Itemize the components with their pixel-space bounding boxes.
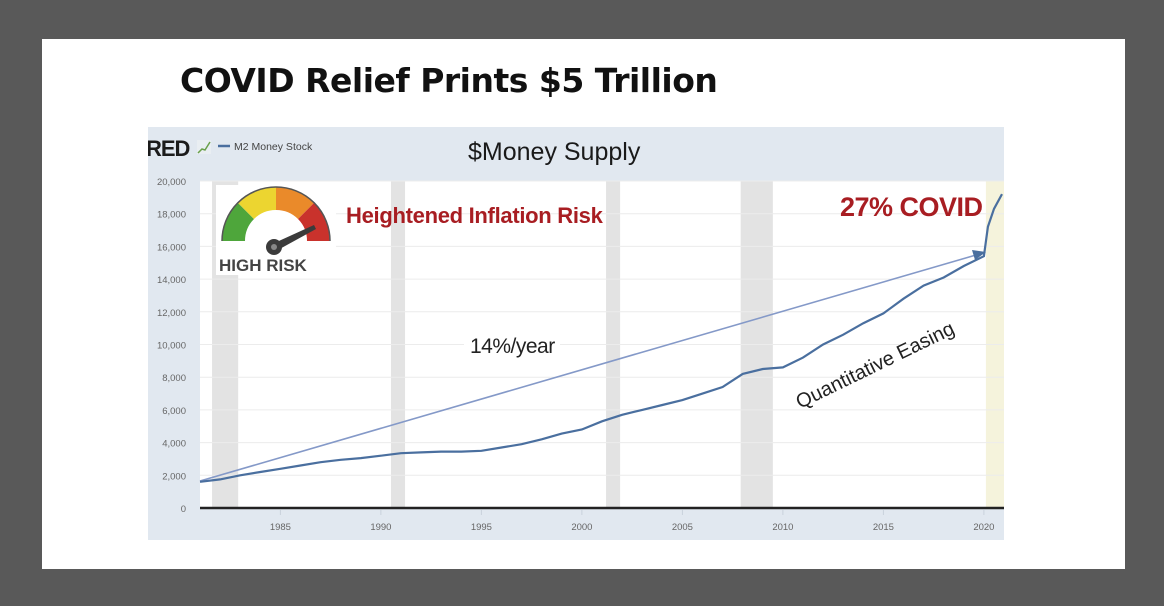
- y-axis-ticks: 0 2,000 4,000 6,000 8,000 10,000 12,000 14,000 1…: [157, 177, 186, 515]
- y-tick-label: 14,000: [157, 275, 186, 286]
- y-tick-label: 8,000: [162, 373, 186, 384]
- gauge-label: HIGH RISK: [219, 256, 308, 275]
- x-axis-ticks: 1985 1990 1995 2000 2005 2010 2015 2020: [270, 510, 994, 533]
- y-tick-label: 12,000: [157, 308, 186, 319]
- y-tick-label: 20,000: [157, 177, 186, 188]
- x-tick-label: 2000: [571, 522, 592, 533]
- high-risk-gauge: HIGH RISK: [216, 185, 336, 275]
- brand-logo: RED: [148, 136, 190, 161]
- y-tick-label: 10,000: [157, 341, 186, 352]
- x-tick-label: 2015: [873, 522, 894, 533]
- chart-svg: 0 2,000 4,000 6,000 8,000 10,000 12,000 14,000 1…: [146, 127, 1004, 540]
- x-tick-label: 2010: [772, 522, 793, 533]
- x-tick-label: 2020: [973, 522, 994, 533]
- y-tick-label: 6,000: [162, 406, 186, 417]
- chart-icon: [197, 140, 211, 154]
- chart: 0 2,000 4,000 6,000 8,000 10,000 12,000 14,000 1…: [146, 127, 1004, 540]
- trend-label-bg: [464, 330, 560, 358]
- x-tick-label: 1995: [471, 522, 492, 533]
- chart-title: $Money Supply: [468, 138, 641, 166]
- x-tick-label: 2005: [672, 522, 693, 533]
- y-tick-label: 18,000: [157, 210, 186, 221]
- covid-label: 27% COVID: [840, 192, 983, 222]
- m2-series-line: [199, 193, 1003, 483]
- y-tick-label: 0: [181, 504, 186, 515]
- y-tick-label: 16,000: [157, 242, 186, 253]
- trend-arrow: [199, 250, 986, 482]
- x-tick-label: 1990: [370, 522, 391, 533]
- y-tick-label: 4,000: [162, 439, 186, 450]
- y-tick-label: 2,000: [162, 471, 186, 482]
- risk-label: Heightened Inflation Risk: [346, 203, 604, 228]
- gauge-icon: [221, 186, 331, 255]
- legend-label: M2 Money Stock: [234, 141, 313, 153]
- slide: COVID Relief Prints $5 Trillion 0 2,000 4,…: [42, 39, 1125, 569]
- x-tick-label: 1985: [270, 522, 291, 533]
- slide-title: COVID Relief Prints $5 Trillion: [180, 61, 718, 100]
- trend-label: 14%/year: [470, 335, 555, 358]
